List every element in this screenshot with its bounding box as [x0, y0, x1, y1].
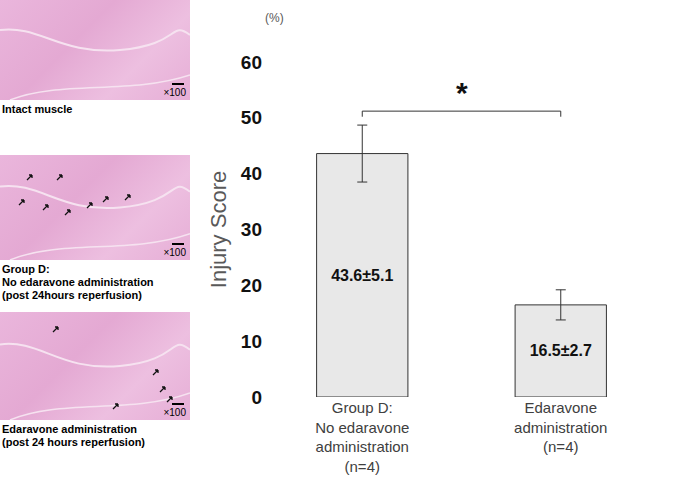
- svg-text:Injury Score: Injury Score: [206, 171, 231, 288]
- svg-text:Group D:No edaravoneadministra: Group D:No edaravoneadministration(n=4): [315, 399, 409, 475]
- svg-text:(%): (%): [265, 11, 284, 25]
- svg-text:16.5±2.7: 16.5±2.7: [530, 342, 592, 359]
- svg-text:20: 20: [241, 275, 262, 296]
- html-text:Group D: No edaravone administ: Group D: No edaravone administration (po…: [2, 263, 154, 301]
- html-text:×100: ×100: [163, 87, 186, 98]
- html-text:Edaravone administration (post: Edaravone administration (post 24 hours …: [2, 423, 145, 448]
- svg-text:40: 40: [241, 163, 262, 184]
- svg-text:60: 60: [241, 52, 262, 73]
- svg-text:50: 50: [241, 107, 262, 128]
- svg-text:10: 10: [241, 331, 262, 352]
- svg-text:43.6±5.1: 43.6±5.1: [331, 267, 393, 284]
- html-text:×100: ×100: [163, 247, 186, 258]
- svg-text:0: 0: [251, 387, 262, 408]
- svg-text:30: 30: [241, 219, 262, 240]
- html-text:Intact muscle: Intact muscle: [2, 103, 73, 115]
- svg-text:*: *: [456, 76, 468, 109]
- svg-text:Edaravoneadministration(n=4): Edaravoneadministration(n=4): [514, 399, 607, 455]
- html-text:×100: ×100: [163, 407, 186, 418]
